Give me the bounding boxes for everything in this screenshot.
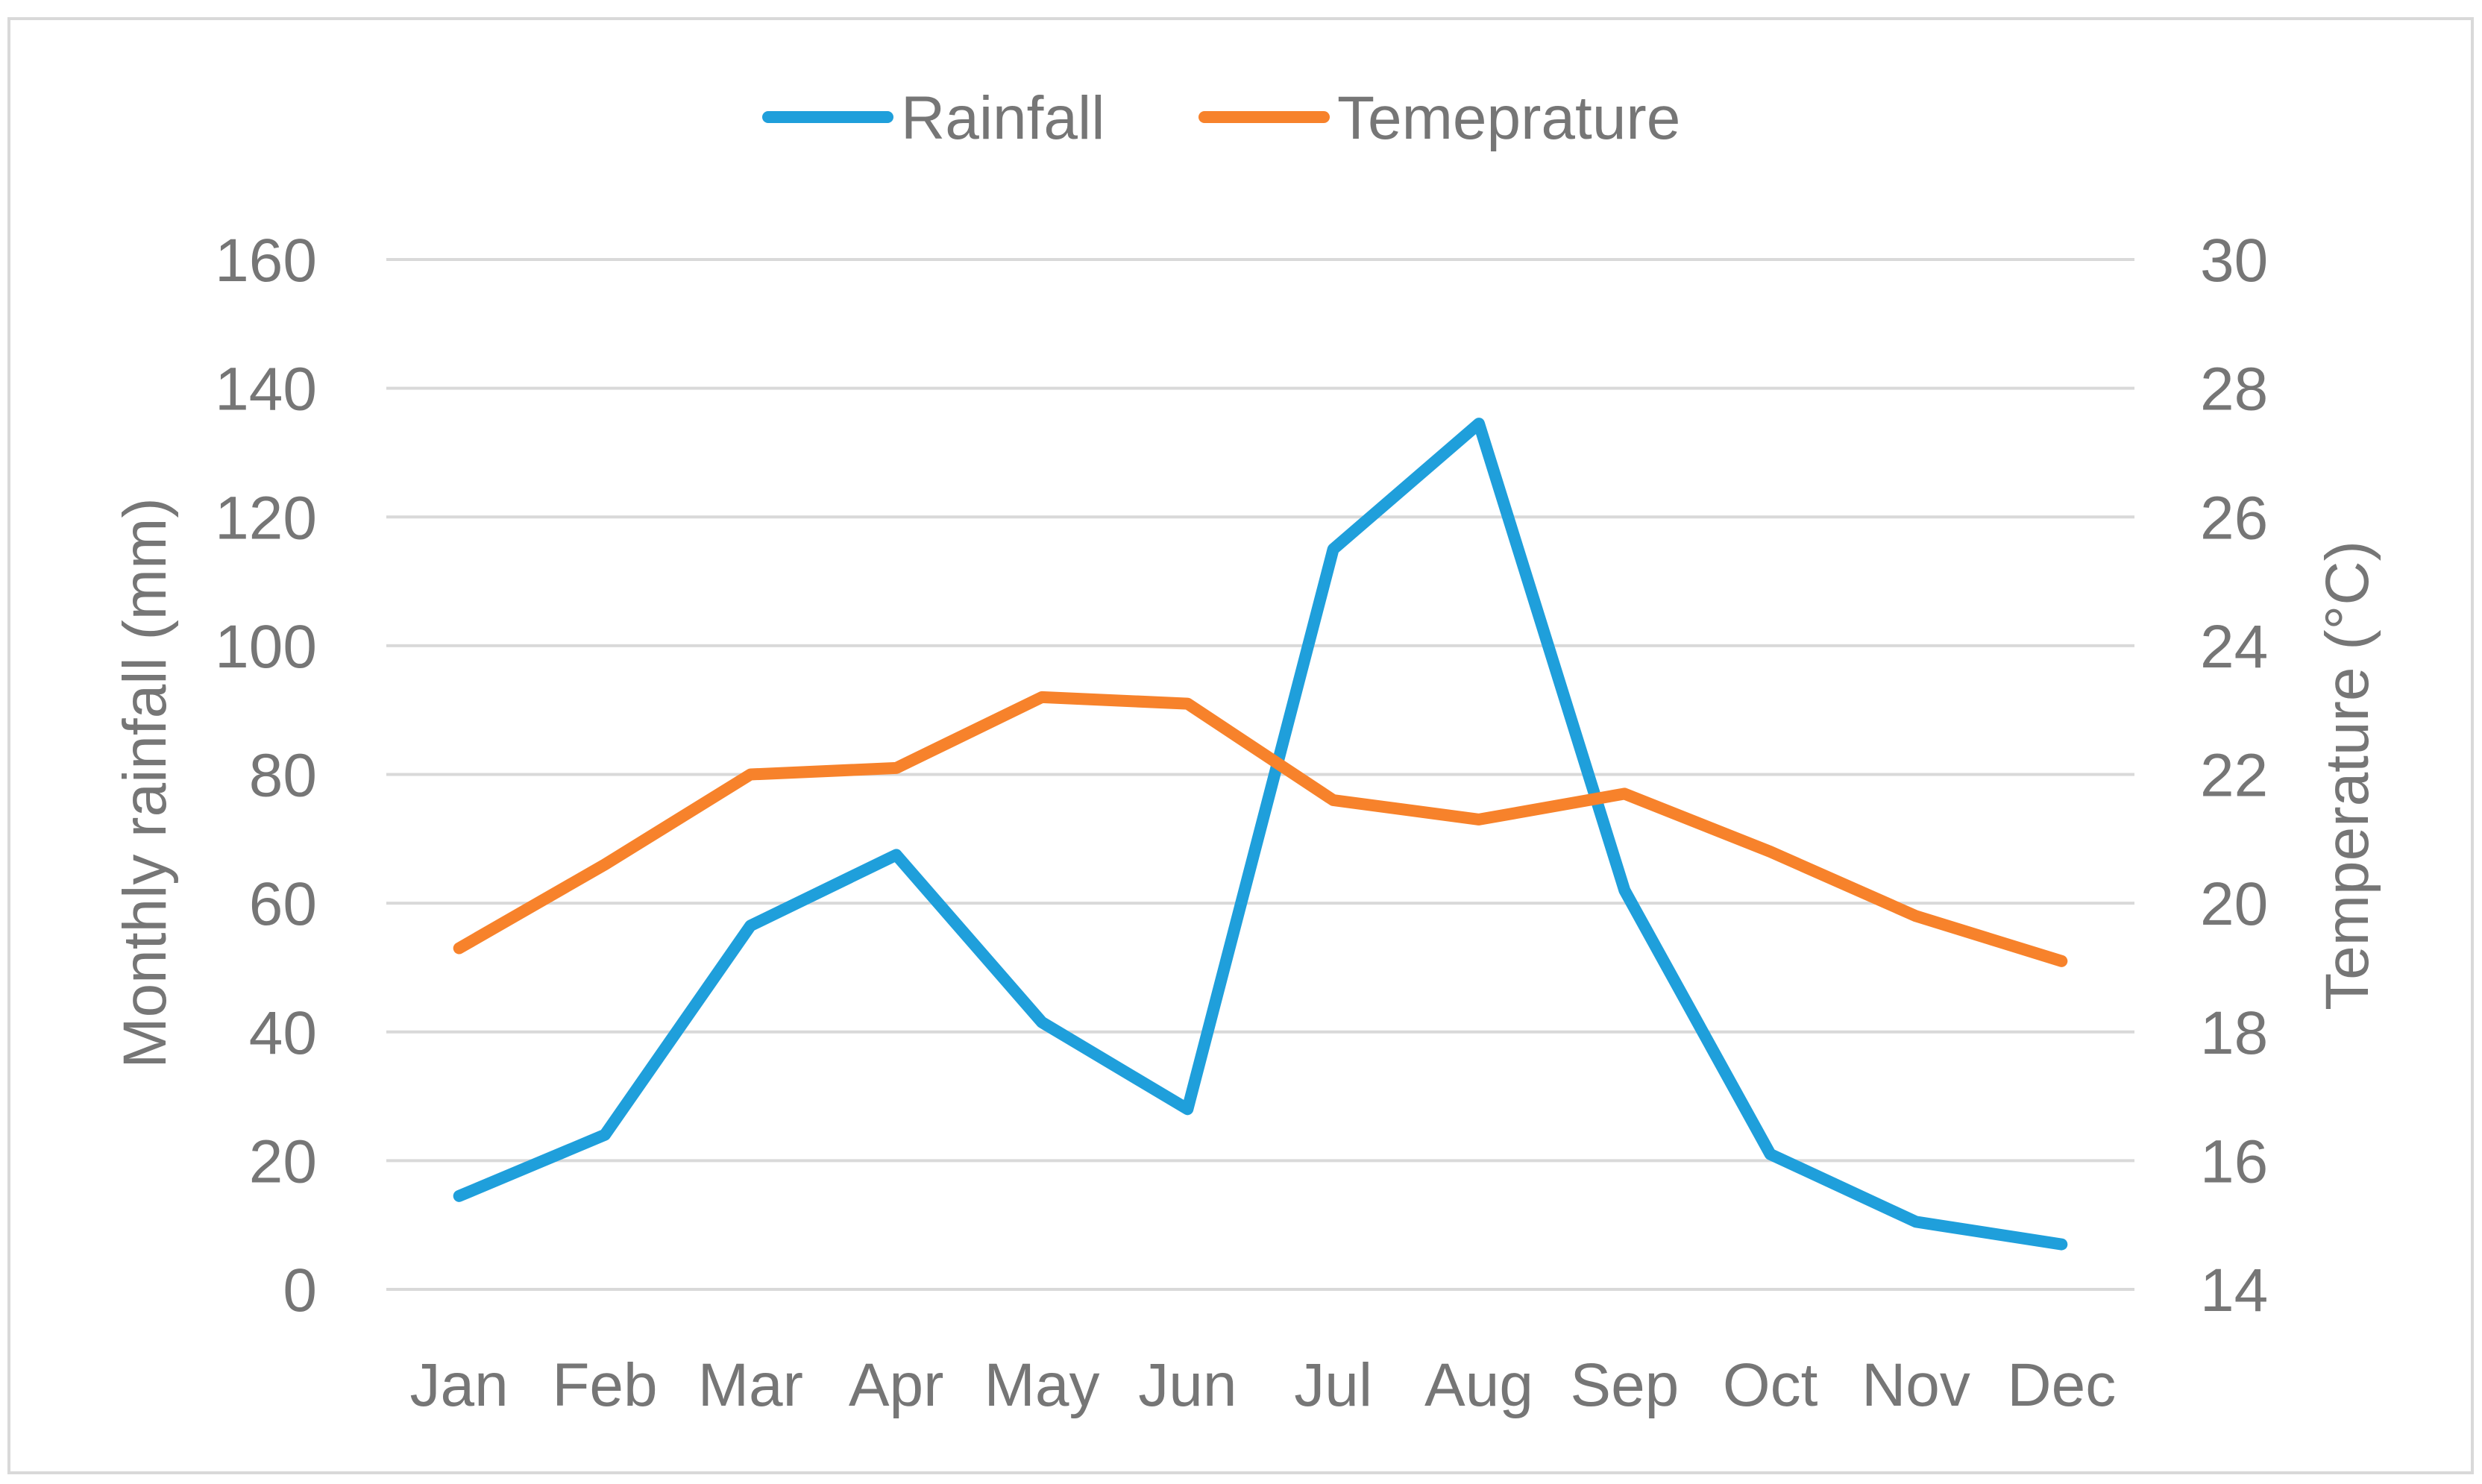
legend: Rainfall Temepratu​re [762,84,1680,152]
y2-axis-title: Temperature (°C) [2313,541,2381,1010]
y2-tick-label: 16 [2200,1128,2268,1195]
x-tick-label: Nov [1862,1351,1970,1419]
x-tick-label: Sep [1570,1351,1679,1419]
y-tick-label: 160 [215,227,317,295]
y2-tick-label: 14 [2200,1257,2268,1324]
y2-tick-label: 30 [2200,227,2268,295]
y-tick-label: 40 [249,999,317,1067]
y-axis-title: Monthly rainfall (mm) [111,497,179,1068]
y2-tick-label: 22 [2200,742,2268,810]
y-tick-label: 80 [249,742,317,810]
x-tick-label: Jun [1138,1351,1237,1419]
y-tick-label: 20 [249,1128,317,1195]
x-axis-ticks: Jan Feb Mar Apr May Jun Jul Aug Sep Oct Nov Dec [410,1351,2117,1419]
x-tick-label: Oct [1723,1351,1818,1419]
right-axis-ticks: 14 16 18 20 22 24 26 28 30 [2200,227,2268,1324]
y2-tick-label: 18 [2200,999,2268,1067]
x-tick-label: Jan [410,1351,509,1419]
y2-tick-label: 24 [2200,613,2268,681]
x-tick-label: Apr [849,1351,944,1419]
series-lines [453,418,2068,1251]
y-tick-label: 0 [283,1257,317,1324]
x-tick-label: Dec [2007,1351,2116,1419]
gridlines [386,258,2134,1291]
y2-tick-label: 26 [2200,484,2268,552]
left-axis-ticks: 0 20 40 60 80 100 120 140 160 [215,227,317,1324]
y-tick-label: 140 [215,356,317,424]
x-tick-label: Mar [698,1351,803,1419]
temperature-line [453,691,2068,967]
y2-tick-label: 20 [2200,870,2268,938]
y2-tick-label: 28 [2200,356,2268,424]
legend-label-temperature: Temepratu​re [1337,84,1680,152]
y-tick-label: 60 [249,870,317,938]
legend-label-rainfall: Rainfall [901,84,1105,152]
x-tick-label: Jul [1294,1351,1372,1419]
x-tick-label: May [984,1351,1100,1419]
x-tick-label: Feb [552,1351,657,1419]
x-tick-label: Aug [1424,1351,1533,1419]
y-tick-label: 100 [215,613,317,681]
y-tick-label: 120 [215,484,317,552]
rainfall-line [453,418,2068,1251]
